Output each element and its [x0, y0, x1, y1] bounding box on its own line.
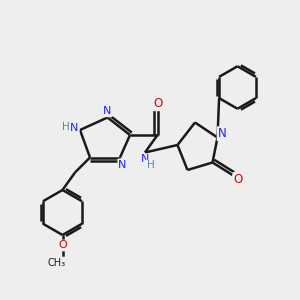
Text: H: H: [62, 122, 70, 132]
Text: N: N: [70, 123, 79, 133]
Text: N: N: [103, 106, 112, 116]
Text: O: O: [58, 241, 67, 250]
Text: H: H: [147, 160, 154, 170]
Text: O: O: [233, 173, 243, 186]
Text: N: N: [141, 154, 149, 164]
Text: N: N: [118, 160, 127, 170]
Text: N: N: [218, 127, 226, 140]
Text: O: O: [153, 97, 162, 110]
Text: CH₃: CH₃: [47, 257, 65, 268]
